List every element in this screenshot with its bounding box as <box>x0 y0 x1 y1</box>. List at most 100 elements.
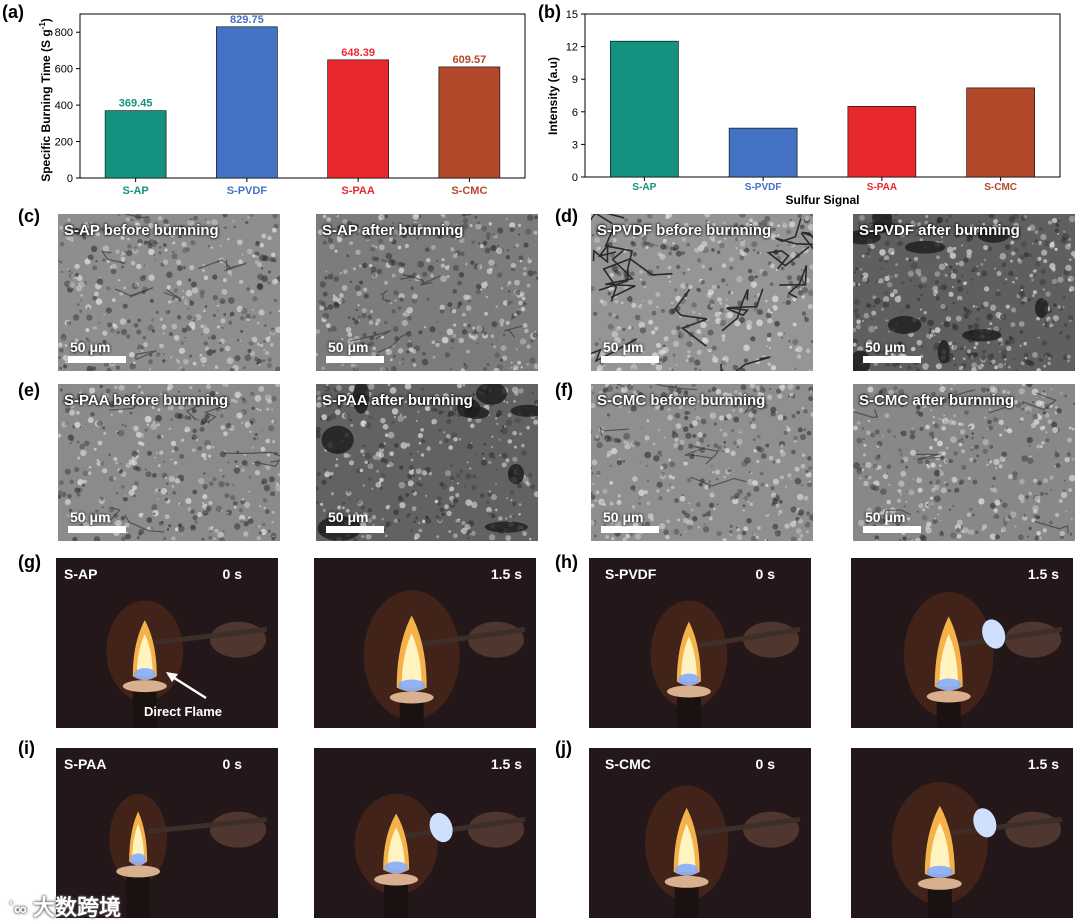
sem-grain <box>756 459 760 464</box>
sem-grain <box>126 249 133 257</box>
sem-grain <box>488 460 492 465</box>
sem-grain <box>775 503 780 508</box>
sem-grain <box>610 253 616 259</box>
sem-grain <box>938 263 946 271</box>
sem-grain <box>770 486 775 491</box>
sem-grain <box>1055 223 1060 227</box>
sem-grain <box>404 243 410 249</box>
sem-grain <box>397 245 402 250</box>
sem-grain <box>275 326 280 334</box>
sem-grain <box>240 329 244 333</box>
sem-grain <box>270 327 275 332</box>
sem-grain <box>139 275 146 282</box>
sem-grain <box>246 317 250 322</box>
sem-grain <box>148 239 156 246</box>
sem-grain <box>436 535 440 539</box>
sem-grain <box>325 384 329 387</box>
sem-grain <box>341 338 344 341</box>
sem-grain <box>386 464 390 468</box>
sem-grain <box>421 470 428 476</box>
sem-grain <box>757 526 761 530</box>
sem-grain <box>951 476 958 483</box>
sem-grain <box>424 405 431 412</box>
sem-grain <box>224 226 228 230</box>
y-tick-label: 6 <box>572 107 578 119</box>
scale-bar-label: 50 μm <box>603 339 644 355</box>
sem-grain <box>667 414 673 421</box>
sem-grain <box>385 524 389 528</box>
sem-grain <box>272 279 278 285</box>
sem-grain <box>163 223 168 228</box>
sem-grain <box>485 232 491 238</box>
sem-grain <box>626 296 633 302</box>
sem-grain <box>723 445 726 449</box>
sem-grain <box>167 300 172 304</box>
sem-grain <box>476 342 479 345</box>
sem-grain <box>745 394 750 398</box>
sem-grain <box>902 536 907 541</box>
sem-grain <box>378 480 382 484</box>
sem-grain <box>722 358 726 361</box>
sem-grain <box>976 265 979 268</box>
sem-grain <box>61 270 64 273</box>
sem-grain <box>262 359 266 362</box>
sem-grain <box>644 451 652 459</box>
sem-grain <box>380 367 387 371</box>
sem-grain <box>1011 214 1019 220</box>
sem-image: S-CMC after burnning 50 μm <box>853 384 1075 541</box>
candle-top <box>389 691 434 704</box>
sem-grain <box>470 260 475 265</box>
sem-grain <box>656 489 660 493</box>
sem-grain <box>491 435 494 438</box>
sem-grain <box>641 236 648 242</box>
sem-grain <box>922 363 929 370</box>
sem-grain <box>1005 340 1010 345</box>
sem-grain <box>502 300 509 306</box>
sem-grain <box>412 484 415 487</box>
sem-grain <box>894 214 898 216</box>
sem-grain <box>357 304 360 307</box>
sem-grain <box>203 275 209 280</box>
sem-grain <box>180 478 184 482</box>
sem-grain <box>770 411 776 417</box>
sem-grain <box>202 494 208 500</box>
sem-grain <box>1019 330 1024 334</box>
sem-grain <box>170 418 173 421</box>
sem-grain <box>244 421 252 428</box>
sem-grain <box>165 310 170 315</box>
sem-grain <box>256 283 264 291</box>
sem-grain <box>1007 474 1014 480</box>
sem-grain <box>406 342 413 349</box>
sem-grain <box>920 316 927 323</box>
sem-grain <box>669 246 674 251</box>
sem-grain <box>638 391 643 397</box>
sem-grain <box>343 453 349 459</box>
sem-grain <box>108 476 115 482</box>
sem-grain <box>966 237 971 243</box>
sem-grain <box>521 296 526 301</box>
sem-grain <box>603 364 606 367</box>
sem-grain <box>1020 241 1028 248</box>
sem-grain <box>995 291 1001 297</box>
sem-grain <box>598 246 601 250</box>
sem-grain <box>167 310 171 314</box>
sem-grain <box>137 318 141 323</box>
sem-crack <box>599 426 629 436</box>
sem-grain <box>902 456 909 463</box>
sem-grain <box>146 517 153 523</box>
sem-grain <box>716 478 719 481</box>
sem-grain <box>246 287 250 291</box>
sem-grain <box>397 306 402 310</box>
sem-grain <box>663 233 667 236</box>
sem-grain <box>929 431 935 437</box>
sem-grain <box>801 295 805 299</box>
sem-grain <box>965 281 968 284</box>
sem-grain <box>594 342 599 347</box>
sem-grain <box>875 396 877 399</box>
sem-grain <box>1012 222 1020 229</box>
sem-grain <box>147 240 151 244</box>
sem-grain <box>517 483 522 489</box>
sem-grain <box>136 263 142 270</box>
sem-grain <box>739 241 746 247</box>
sem-grain <box>329 244 335 250</box>
